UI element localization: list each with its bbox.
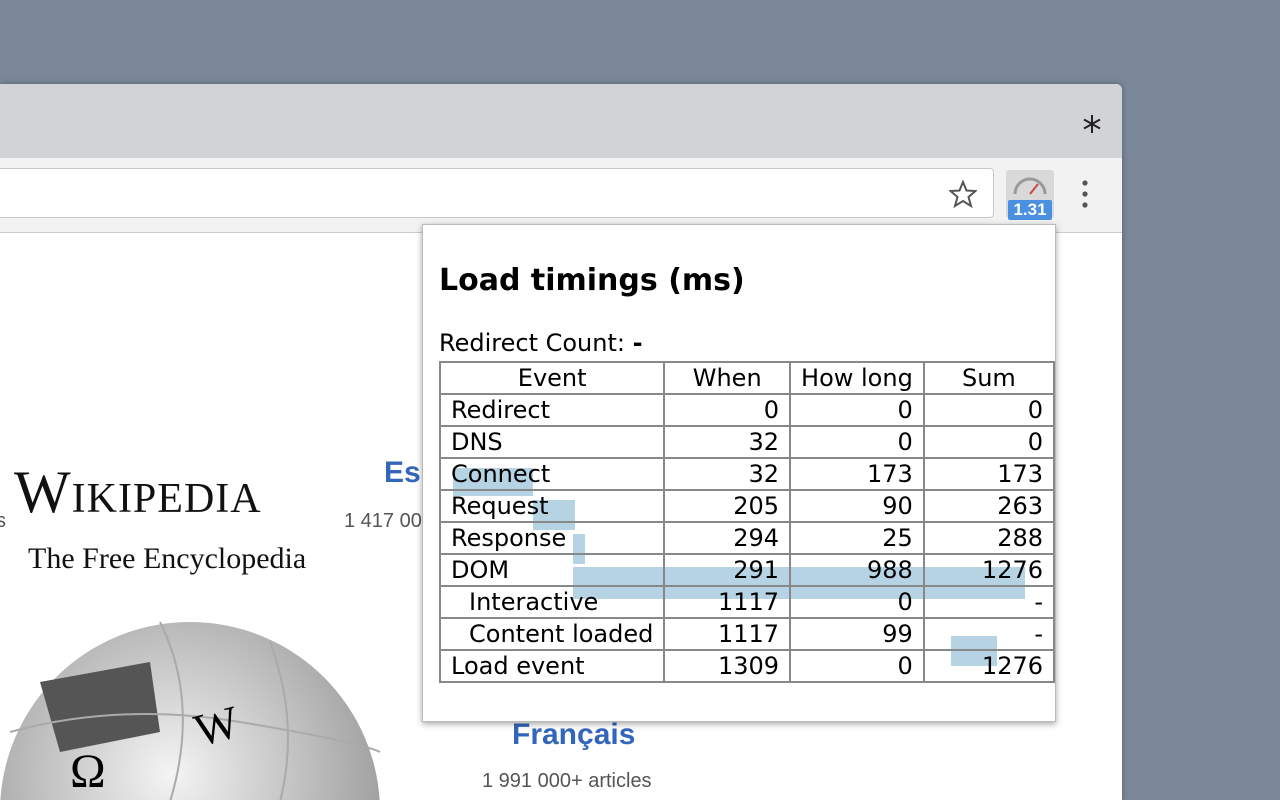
wiki-tagline: The Free Encyclopedia [28, 542, 307, 575]
timing-cell: 0 [922, 425, 1056, 459]
redirect-count: Redirect Count: - [439, 329, 643, 357]
timing-cell: 90 [789, 489, 925, 523]
timing-cell: - [922, 585, 1056, 619]
timing-cell: 263 [922, 489, 1056, 523]
timing-cell: 0 [789, 425, 925, 459]
timing-cell: 205 [663, 489, 792, 523]
language-link[interactable]: Es [384, 456, 421, 489]
event-name: Content loaded [438, 617, 666, 651]
gauge-icon [1013, 177, 1047, 195]
column-header: How long [789, 361, 925, 395]
timing-cell: 99 [789, 617, 925, 651]
timing-cell: 0 [663, 393, 792, 427]
snowflake-icon[interactable] [1082, 114, 1102, 134]
toolbar: 1.31 [0, 158, 1122, 233]
event-name: Interactive [438, 585, 666, 619]
table-row: Connect 32 173 173 [438, 457, 1056, 491]
popup-title: Load timings (ms) [439, 263, 745, 298]
event-name: DOM [438, 553, 666, 587]
header-row: Event When How long Sum [438, 361, 1056, 395]
timing-cell: 988 [789, 553, 925, 587]
article-count: 1 417 00 [344, 510, 422, 532]
article-count: 1 991 000+ articles [482, 770, 652, 792]
timing-cell: 291 [663, 553, 792, 587]
table-row: DNS 32 0 0 [438, 425, 1056, 459]
menu-button[interactable] [1080, 178, 1090, 210]
timing-cell: 1276 [922, 553, 1056, 587]
table-row: Interactive 1117 0- [438, 585, 1056, 619]
timing-cell: 1276 [922, 649, 1056, 683]
timing-cell: 294 [663, 521, 792, 555]
wiki-globe: Ω W [0, 621, 381, 800]
event-name: DNS [438, 425, 666, 459]
column-header: Event [438, 361, 666, 395]
address-bar[interactable] [0, 168, 994, 218]
table-row: DOM 291 988 1276 [438, 553, 1056, 587]
table-row: Response 294 25 288 [438, 521, 1056, 555]
event-name: Response [438, 521, 666, 555]
timing-cell: 1117 [663, 617, 792, 651]
event-name: Load event [438, 649, 666, 683]
tab-strip [0, 84, 1122, 158]
value: - [632, 329, 643, 357]
table-row: Load event 1309 0 1276 [438, 649, 1056, 683]
extension-popup: Load timings (ms) Redirect Count: - Even… [422, 224, 1056, 722]
timing-cell: - [922, 617, 1056, 651]
text-fragment: s [0, 510, 6, 532]
event-name: Request [438, 489, 666, 523]
timing-cell: 173 [789, 457, 925, 491]
timing-cell: 32 [663, 457, 792, 491]
table-row: Redirect 0 0 0 [438, 393, 1056, 427]
column-header: Sum [922, 361, 1056, 395]
timing-cell: 288 [922, 521, 1056, 555]
table-row: Content loaded 1117 99- [438, 617, 1056, 651]
timing-cell: 1117 [663, 585, 792, 619]
timing-cell: 32 [663, 425, 792, 459]
timing-cell: 0 [789, 585, 925, 619]
extension-badge: 1.31 [1008, 200, 1052, 220]
globe-glyph: Ω [70, 745, 106, 798]
web-content: Wikipedia The Free Encyclopedia s Es 1 4… [0, 232, 1122, 800]
bookmark-star[interactable] [949, 180, 977, 208]
timing-cell: 173 [922, 457, 1056, 491]
column-header: When [663, 361, 792, 395]
table-row: Request 205 90 263 [438, 489, 1056, 523]
timing-cell: 0 [922, 393, 1056, 427]
timing-cell: 1309 [663, 649, 792, 683]
event-name: Connect [438, 457, 666, 491]
timing-cell: 25 [789, 521, 925, 555]
language-link[interactable]: Français [512, 718, 636, 751]
event-name: Redirect [438, 393, 666, 427]
wiki-logo: Wikipedia [14, 459, 262, 525]
timing-cell: 0 [789, 393, 925, 427]
label: Redirect Count: [439, 329, 625, 357]
timing-cell: 0 [789, 649, 925, 683]
timings-table: Event When How long Sum Redirect 0 0 0 DNS 32 0 0 C… [438, 361, 1056, 683]
